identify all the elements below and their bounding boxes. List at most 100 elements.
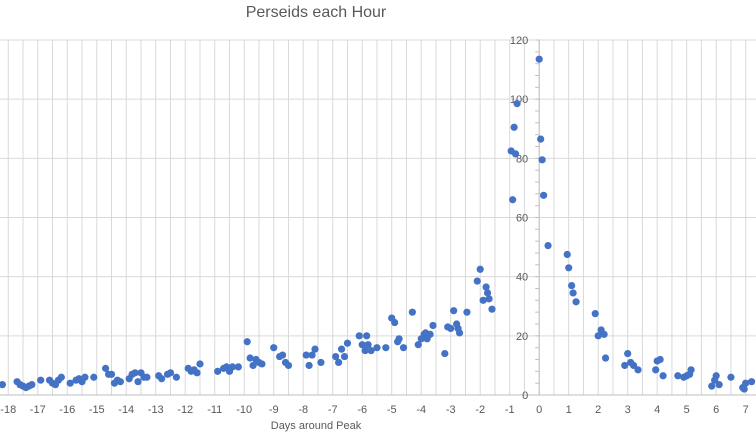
y-tick-label: 0 bbox=[522, 390, 528, 402]
x-tick-label: -16 bbox=[59, 404, 75, 416]
data-point bbox=[408, 308, 416, 316]
data-point bbox=[340, 352, 349, 361]
x-tick-label: -14 bbox=[118, 404, 134, 416]
data-point bbox=[28, 381, 36, 389]
data-point bbox=[158, 375, 166, 383]
data-point bbox=[234, 363, 242, 371]
data-point bbox=[249, 361, 257, 370]
data-point bbox=[624, 349, 632, 358]
data-point bbox=[447, 324, 455, 333]
axes: -18 -17 -16 -15 -14 -13 -12 -11 -10 -9 -8 -7 -6 -5 -4-… bbox=[0, 35, 756, 416]
data-point bbox=[258, 360, 266, 368]
y-tick-label: 80 bbox=[516, 153, 528, 165]
data-point bbox=[284, 361, 293, 370]
data-point bbox=[81, 373, 89, 381]
data-point bbox=[391, 318, 399, 327]
x-tick-label: 3 bbox=[625, 404, 631, 416]
data-point bbox=[544, 242, 552, 250]
data-point bbox=[373, 344, 381, 352]
data-point bbox=[270, 344, 278, 352]
data-point bbox=[513, 100, 521, 108]
data-point bbox=[455, 329, 464, 337]
x-tick-label: -11 bbox=[207, 404, 222, 416]
x-tick-label: -17 bbox=[30, 404, 46, 416]
data-point bbox=[317, 358, 325, 367]
data-point bbox=[363, 332, 371, 340]
data-point bbox=[399, 344, 408, 352]
data-point bbox=[302, 351, 310, 359]
data-point bbox=[540, 191, 548, 199]
data-point bbox=[429, 321, 437, 330]
data-point bbox=[116, 378, 124, 386]
data-point bbox=[634, 366, 642, 374]
data-point bbox=[107, 370, 116, 378]
data-point bbox=[483, 289, 492, 297]
x-tick-label: -12 bbox=[177, 404, 193, 416]
x-tick-label: -7 bbox=[328, 404, 338, 416]
data-point bbox=[441, 349, 449, 358]
y-tick-label: 40 bbox=[516, 272, 528, 284]
gridlines bbox=[0, 39, 756, 395]
data-point bbox=[450, 307, 458, 315]
x-tick-label: -9 bbox=[269, 404, 279, 416]
data-point bbox=[66, 379, 74, 387]
data-point bbox=[361, 347, 369, 355]
y-tick-label: 120 bbox=[510, 35, 528, 47]
data-point bbox=[621, 361, 629, 370]
data-point bbox=[594, 332, 602, 340]
y-tick-label: 60 bbox=[516, 213, 528, 225]
chart-title: Perseids each Hour bbox=[245, 4, 387, 21]
data-point bbox=[305, 361, 313, 370]
data-point bbox=[134, 378, 142, 386]
data-point bbox=[246, 354, 254, 362]
data-point bbox=[740, 385, 748, 393]
x-tick-label: -18 bbox=[0, 404, 16, 416]
data-point bbox=[479, 296, 487, 304]
data-point bbox=[463, 308, 471, 316]
data-point bbox=[652, 366, 660, 374]
data-point bbox=[395, 335, 403, 343]
data-point bbox=[715, 381, 723, 389]
data-point bbox=[563, 250, 571, 259]
data-points bbox=[0, 55, 756, 393]
data-point bbox=[414, 341, 422, 349]
data-point bbox=[311, 345, 319, 353]
data-point bbox=[476, 265, 484, 273]
data-point bbox=[335, 358, 343, 367]
x-tick-label: -13 bbox=[148, 404, 164, 416]
data-point bbox=[228, 363, 237, 371]
data-point bbox=[364, 341, 372, 349]
data-point bbox=[591, 310, 599, 318]
data-point bbox=[747, 378, 756, 386]
data-point bbox=[382, 344, 390, 352]
data-point bbox=[57, 373, 65, 381]
x-tick-label: 1 bbox=[566, 404, 572, 416]
data-point bbox=[131, 369, 139, 377]
data-point bbox=[674, 372, 682, 380]
x-tick-label: 0 bbox=[536, 404, 542, 416]
data-point bbox=[166, 369, 175, 377]
data-point bbox=[473, 277, 481, 285]
x-tick-label: -2 bbox=[475, 404, 485, 416]
data-point bbox=[278, 351, 287, 359]
data-point bbox=[343, 339, 352, 347]
data-point bbox=[37, 376, 45, 384]
x-tick-label: -8 bbox=[298, 404, 308, 416]
data-point bbox=[488, 305, 496, 313]
data-point bbox=[214, 367, 222, 375]
data-point bbox=[568, 281, 576, 290]
y-tick-label: 20 bbox=[516, 331, 528, 343]
data-point bbox=[537, 135, 545, 143]
data-point bbox=[337, 345, 346, 353]
data-point bbox=[742, 379, 750, 387]
data-point bbox=[172, 373, 180, 381]
data-point bbox=[600, 330, 608, 338]
data-point bbox=[535, 55, 543, 63]
data-point bbox=[656, 355, 664, 364]
x-tick-label: -5 bbox=[387, 404, 397, 416]
data-point bbox=[572, 298, 580, 306]
data-point bbox=[659, 372, 667, 380]
data-point bbox=[509, 196, 517, 204]
x-tick-label: -10 bbox=[236, 404, 252, 416]
